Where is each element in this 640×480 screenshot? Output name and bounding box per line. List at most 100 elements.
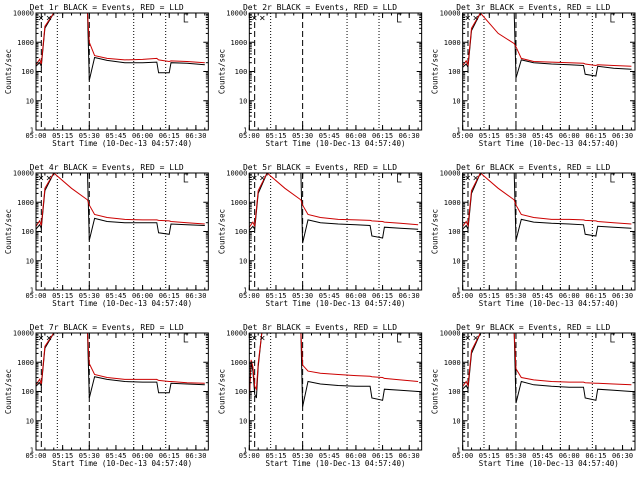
- y-axis-label: Counts/sec: [431, 369, 440, 414]
- x-tick-label: 06:30: [185, 132, 206, 140]
- x-tick-label: 05:00: [239, 452, 260, 460]
- x-tick-label: 06:15: [159, 452, 180, 460]
- panel-det-6r: Det 6r BLACK = Events, RED = LLD 1 10 100 10…: [431, 163, 636, 308]
- x-axis-label: Start Time (10-Dec-13 04:57:40): [479, 299, 619, 308]
- series-black-line: [462, 333, 632, 404]
- x-tick-label: 06:15: [585, 452, 606, 460]
- y-axis-label: Counts/sec: [431, 209, 440, 254]
- chart-title: Det 1r BLACK = Events, RED = LLD: [30, 3, 184, 12]
- x-tick-label: 06:30: [399, 132, 420, 140]
- y-tick-label: 10000: [13, 170, 34, 178]
- chart-title: Det 5r BLACK = Events, RED = LLD: [243, 163, 397, 172]
- x-tick-label: 06:30: [399, 452, 420, 460]
- x-tick-label: 06:00: [132, 132, 153, 140]
- x-tick-label: 06:30: [612, 292, 633, 300]
- x-tick-label: 06:00: [559, 292, 580, 300]
- y-tick-label: 1000: [444, 39, 461, 47]
- plot-frame: [248, 12, 423, 131]
- plot-frame: [462, 332, 636, 451]
- legend-symbol: [465, 175, 478, 181]
- x-tick-label: 05:30: [505, 132, 526, 140]
- x-tick-label: 06:15: [372, 292, 393, 300]
- legend-bracket: [183, 333, 189, 343]
- x-tick-label: 05:00: [452, 452, 473, 460]
- legend-bracket: [183, 13, 189, 23]
- y-tick-label: 100: [21, 228, 34, 236]
- y-axis-label: Counts/sec: [4, 209, 13, 254]
- x-tick-label: 06:30: [185, 452, 206, 460]
- x-tick-label: 06:30: [612, 452, 633, 460]
- plot-frame: [35, 12, 209, 131]
- y-tick-label: 10: [26, 97, 34, 105]
- y-axis-label: Counts/sec: [4, 49, 13, 94]
- series-black-line: [36, 333, 205, 399]
- legend-symbol: [252, 335, 265, 341]
- x-tick-label: 05:45: [105, 292, 126, 300]
- x-tick-label: 06:15: [372, 452, 393, 460]
- y-tick-label: 100: [448, 68, 461, 76]
- x-axis-label: Start Time (10-Dec-13 04:57:40): [52, 299, 192, 308]
- y-tick-label: 1000: [230, 39, 247, 47]
- series-black-line: [249, 333, 419, 407]
- legend-symbol: [38, 15, 52, 21]
- x-tick-label: 06:15: [159, 292, 180, 300]
- y-axis-label: Counts/sec: [217, 49, 226, 94]
- series-black-line: [36, 13, 205, 81]
- x-tick-label: 06:15: [159, 132, 180, 140]
- y-tick-label: 1: [30, 447, 34, 455]
- x-tick-label: 05:00: [239, 132, 260, 140]
- y-axis-label: Counts/sec: [4, 369, 13, 414]
- plot-frame: [35, 172, 209, 291]
- series-black-line: [462, 13, 632, 79]
- y-tick-label: 10: [26, 257, 34, 265]
- y-tick-label: 10000: [226, 170, 247, 178]
- chart-title: Det 6r BLACK = Events, RED = LLD: [456, 163, 610, 172]
- x-tick-label: 06:30: [399, 292, 420, 300]
- series-black-line: [249, 173, 419, 244]
- x-axis-label: Start Time (10-Dec-13 04:57:40): [266, 459, 406, 468]
- panel-det-8r: Det 8r BLACK = Events, RED = LLD 1 10 100 10…: [217, 323, 423, 468]
- legend-bracket: [610, 173, 615, 183]
- x-tick-label: 06:00: [345, 452, 366, 460]
- x-tick-label: 05:45: [105, 452, 126, 460]
- x-tick-label: 05:15: [265, 132, 286, 140]
- series-red-line: [249, 173, 419, 228]
- y-tick-label: 100: [21, 68, 34, 76]
- plot-frame: [462, 172, 636, 291]
- plot-frame: [35, 332, 209, 451]
- legend-bracket: [397, 333, 402, 343]
- plot-frame: [462, 12, 636, 131]
- y-tick-label: 10000: [226, 10, 247, 18]
- y-axis-label: Counts/sec: [217, 369, 226, 414]
- legend-bracket: [610, 13, 615, 23]
- y-tick-label: 100: [448, 228, 461, 236]
- x-tick-label: 05:15: [52, 292, 73, 300]
- x-tick-label: 05:15: [479, 292, 500, 300]
- y-tick-label: 1000: [17, 39, 34, 47]
- y-tick-label: 1000: [17, 199, 34, 207]
- x-tick-label: 05:15: [52, 132, 73, 140]
- series-red-line: [36, 173, 205, 227]
- x-axis-label: Start Time (10-Dec-13 04:57:40): [52, 459, 192, 468]
- panel-det-5r: Det 5r BLACK = Events, RED = LLD 1 10 100 10…: [217, 163, 423, 308]
- x-tick-label: 06:00: [345, 132, 366, 140]
- y-tick-label: 10: [239, 417, 247, 425]
- x-tick-label: 05:45: [532, 132, 553, 140]
- legend-symbol: [252, 175, 265, 181]
- legend-symbol: [465, 335, 478, 341]
- y-tick-label: 10: [452, 97, 460, 105]
- y-tick-label: 1: [243, 447, 247, 455]
- x-axis-label: Start Time (10-Dec-13 04:57:40): [52, 139, 192, 148]
- x-tick-label: 06:00: [559, 132, 580, 140]
- x-tick-label: 05:00: [25, 132, 46, 140]
- x-tick-label: 05:00: [239, 292, 260, 300]
- y-tick-label: 10: [239, 257, 247, 265]
- x-tick-label: 06:00: [345, 292, 366, 300]
- x-tick-label: 05:45: [319, 292, 340, 300]
- x-tick-label: 05:15: [479, 452, 500, 460]
- chart-title: Det 3r BLACK = Events, RED = LLD: [456, 3, 610, 12]
- y-tick-label: 10: [452, 417, 460, 425]
- y-axis-label: Counts/sec: [431, 49, 440, 94]
- chart-title: Det 9r BLACK = Events, RED = LLD: [456, 323, 610, 332]
